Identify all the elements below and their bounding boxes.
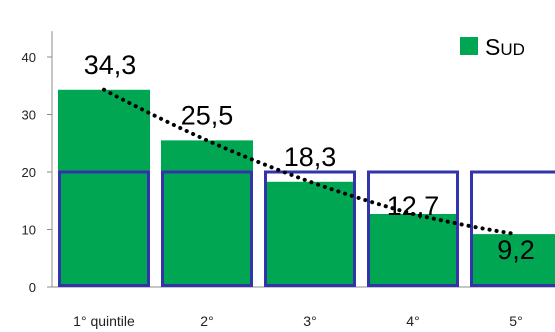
bar — [58, 89, 150, 288]
data-label: 25,5 — [181, 100, 234, 130]
trendline — [102, 87, 518, 237]
category-label: 5° — [509, 313, 522, 329]
data-label: 12,7 — [387, 191, 440, 221]
reference-boxes — [58, 170, 555, 287]
legend: SUD — [460, 34, 525, 60]
data-labels: 34,3 25,5 18,3 12,7 9,2 — [84, 50, 535, 265]
category-label: 4° — [406, 313, 419, 329]
y-tick-label: 10 — [22, 223, 36, 238]
data-label: 18,3 — [284, 142, 337, 172]
reference-box — [470, 170, 555, 287]
bar — [264, 181, 356, 287]
trendline-path — [102, 87, 518, 237]
category-label: 3° — [303, 313, 316, 329]
reference-box — [264, 170, 356, 287]
legend-label: SUD — [485, 34, 525, 60]
y-tick-label: 30 — [22, 108, 36, 123]
data-label: 9,2 — [497, 235, 535, 265]
bar — [367, 213, 459, 287]
bar — [470, 234, 555, 287]
reference-box — [161, 170, 253, 287]
category-label: 2° — [200, 313, 213, 329]
reference-box — [58, 170, 150, 287]
bar — [161, 140, 253, 287]
reference-box — [367, 170, 459, 287]
y-tick-label: 40 — [22, 50, 36, 65]
y-tick-label: 20 — [22, 165, 36, 180]
category-label: 1° quintile — [73, 313, 135, 329]
legend-swatch — [460, 37, 478, 55]
bars — [58, 89, 555, 288]
y-tick-label: 0 — [29, 280, 36, 295]
category-labels: 1° quintile 2° 3° 4° 5° — [73, 313, 523, 329]
data-label: 34,3 — [84, 50, 137, 80]
